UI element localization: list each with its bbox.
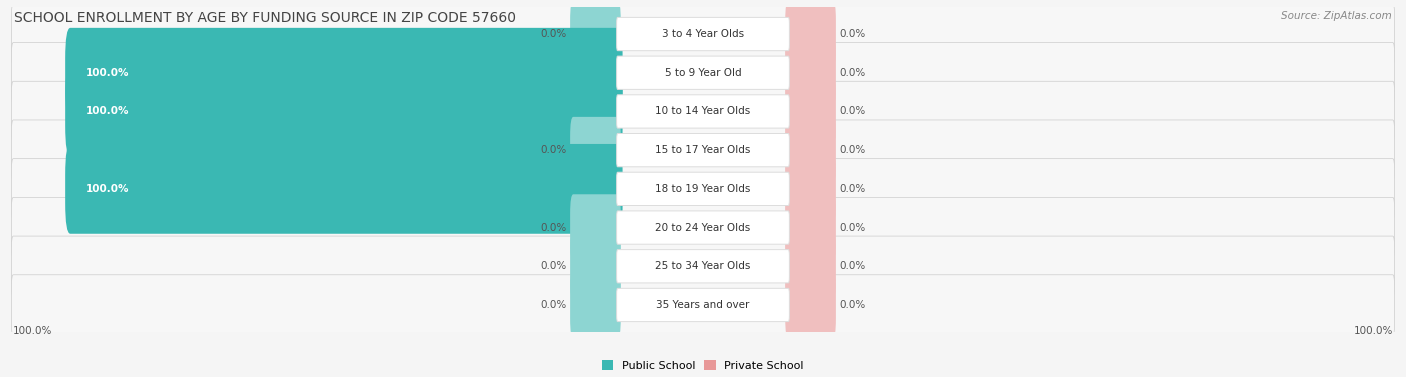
Text: 0.0%: 0.0% [541,222,567,233]
Text: 0.0%: 0.0% [839,222,865,233]
Text: 25 to 34 Year Olds: 25 to 34 Year Olds [655,261,751,271]
Text: 100.0%: 100.0% [1354,326,1393,336]
Text: 0.0%: 0.0% [541,29,567,39]
FancyBboxPatch shape [569,1,620,67]
FancyBboxPatch shape [786,1,837,67]
Text: 0.0%: 0.0% [839,145,865,155]
FancyBboxPatch shape [569,233,620,300]
Text: 0.0%: 0.0% [839,184,865,194]
Text: SCHOOL ENROLLMENT BY AGE BY FUNDING SOURCE IN ZIP CODE 57660: SCHOOL ENROLLMENT BY AGE BY FUNDING SOUR… [14,11,516,25]
Text: 0.0%: 0.0% [541,300,567,310]
FancyBboxPatch shape [786,78,837,145]
FancyBboxPatch shape [617,56,789,89]
FancyBboxPatch shape [617,211,789,244]
FancyBboxPatch shape [617,250,789,283]
FancyBboxPatch shape [569,194,620,261]
Text: 0.0%: 0.0% [541,261,567,271]
FancyBboxPatch shape [786,233,837,300]
FancyBboxPatch shape [11,81,1395,142]
Text: 0.0%: 0.0% [541,145,567,155]
Text: 5 to 9 Year Old: 5 to 9 Year Old [665,68,741,78]
FancyBboxPatch shape [617,172,789,205]
Text: 15 to 17 Year Olds: 15 to 17 Year Olds [655,145,751,155]
Text: 20 to 24 Year Olds: 20 to 24 Year Olds [655,222,751,233]
FancyBboxPatch shape [617,17,789,51]
Text: 100.0%: 100.0% [86,184,129,194]
Text: 0.0%: 0.0% [839,300,865,310]
Text: 10 to 14 Year Olds: 10 to 14 Year Olds [655,106,751,116]
FancyBboxPatch shape [11,43,1395,103]
FancyBboxPatch shape [65,28,623,118]
FancyBboxPatch shape [11,275,1395,335]
Text: 3 to 4 Year Olds: 3 to 4 Year Olds [662,29,744,39]
Text: 100.0%: 100.0% [13,326,52,336]
FancyBboxPatch shape [569,117,620,184]
Text: 0.0%: 0.0% [839,261,865,271]
Text: 35 Years and over: 35 Years and over [657,300,749,310]
FancyBboxPatch shape [786,40,837,106]
FancyBboxPatch shape [786,194,837,261]
FancyBboxPatch shape [11,120,1395,180]
FancyBboxPatch shape [65,144,623,234]
Text: 0.0%: 0.0% [839,29,865,39]
Text: Source: ZipAtlas.com: Source: ZipAtlas.com [1281,11,1392,21]
FancyBboxPatch shape [617,133,789,167]
FancyBboxPatch shape [786,272,837,338]
Text: 0.0%: 0.0% [839,106,865,116]
FancyBboxPatch shape [11,198,1395,258]
Text: 18 to 19 Year Olds: 18 to 19 Year Olds [655,184,751,194]
FancyBboxPatch shape [786,117,837,184]
FancyBboxPatch shape [786,156,837,222]
Legend: Public School, Private School: Public School, Private School [598,356,808,375]
FancyBboxPatch shape [617,95,789,128]
FancyBboxPatch shape [11,236,1395,296]
Text: 100.0%: 100.0% [86,68,129,78]
FancyBboxPatch shape [617,288,789,322]
Text: 100.0%: 100.0% [86,106,129,116]
FancyBboxPatch shape [569,272,620,338]
FancyBboxPatch shape [11,159,1395,219]
FancyBboxPatch shape [11,4,1395,64]
FancyBboxPatch shape [65,67,623,156]
Text: 0.0%: 0.0% [839,68,865,78]
